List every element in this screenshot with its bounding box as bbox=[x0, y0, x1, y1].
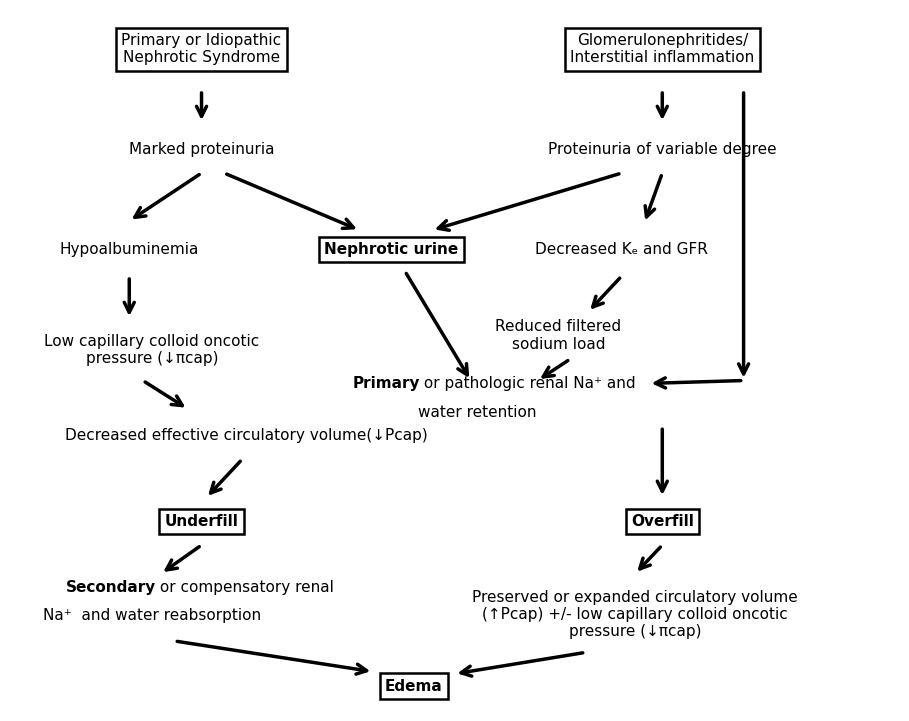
Text: Glomerulonephritides/
Interstitial inflammation: Glomerulonephritides/ Interstitial infla… bbox=[570, 33, 754, 66]
Text: Hypoalbuminemia: Hypoalbuminemia bbox=[60, 242, 199, 257]
Text: Decreased effective circulatory volume(↓Pcap): Decreased effective circulatory volume(↓… bbox=[65, 428, 428, 443]
Text: Underfill: Underfill bbox=[165, 514, 238, 529]
Text: Nephrotic urine: Nephrotic urine bbox=[325, 242, 458, 257]
Text: Overfill: Overfill bbox=[631, 514, 694, 529]
Text: or compensatory renal: or compensatory renal bbox=[155, 580, 335, 595]
Text: Edema: Edema bbox=[385, 678, 443, 694]
Text: or pathologic renal Na⁺ and: or pathologic renal Na⁺ and bbox=[419, 376, 636, 391]
Text: Decreased Kₑ and GFR: Decreased Kₑ and GFR bbox=[535, 242, 708, 257]
Text: Marked proteinuria: Marked proteinuria bbox=[129, 142, 275, 157]
Text: water retention: water retention bbox=[418, 404, 536, 420]
Text: Preserved or expanded circulatory volume
(↑Pcap) +/- low capillary colloid oncot: Preserved or expanded circulatory volume… bbox=[473, 590, 798, 640]
Text: Primary: Primary bbox=[353, 376, 420, 391]
Text: Primary or Idiopathic
Nephrotic Syndrome: Primary or Idiopathic Nephrotic Syndrome bbox=[122, 33, 282, 66]
Text: Proteinuria of variable degree: Proteinuria of variable degree bbox=[548, 142, 776, 157]
Text: Reduced filtered
sodium load: Reduced filtered sodium load bbox=[495, 319, 622, 352]
Text: Na⁺  and water reabsorption: Na⁺ and water reabsorption bbox=[43, 609, 261, 624]
Text: Secondary: Secondary bbox=[66, 580, 156, 595]
Text: Low capillary colloid oncotic
pressure (↓πcap): Low capillary colloid oncotic pressure (… bbox=[45, 334, 259, 366]
